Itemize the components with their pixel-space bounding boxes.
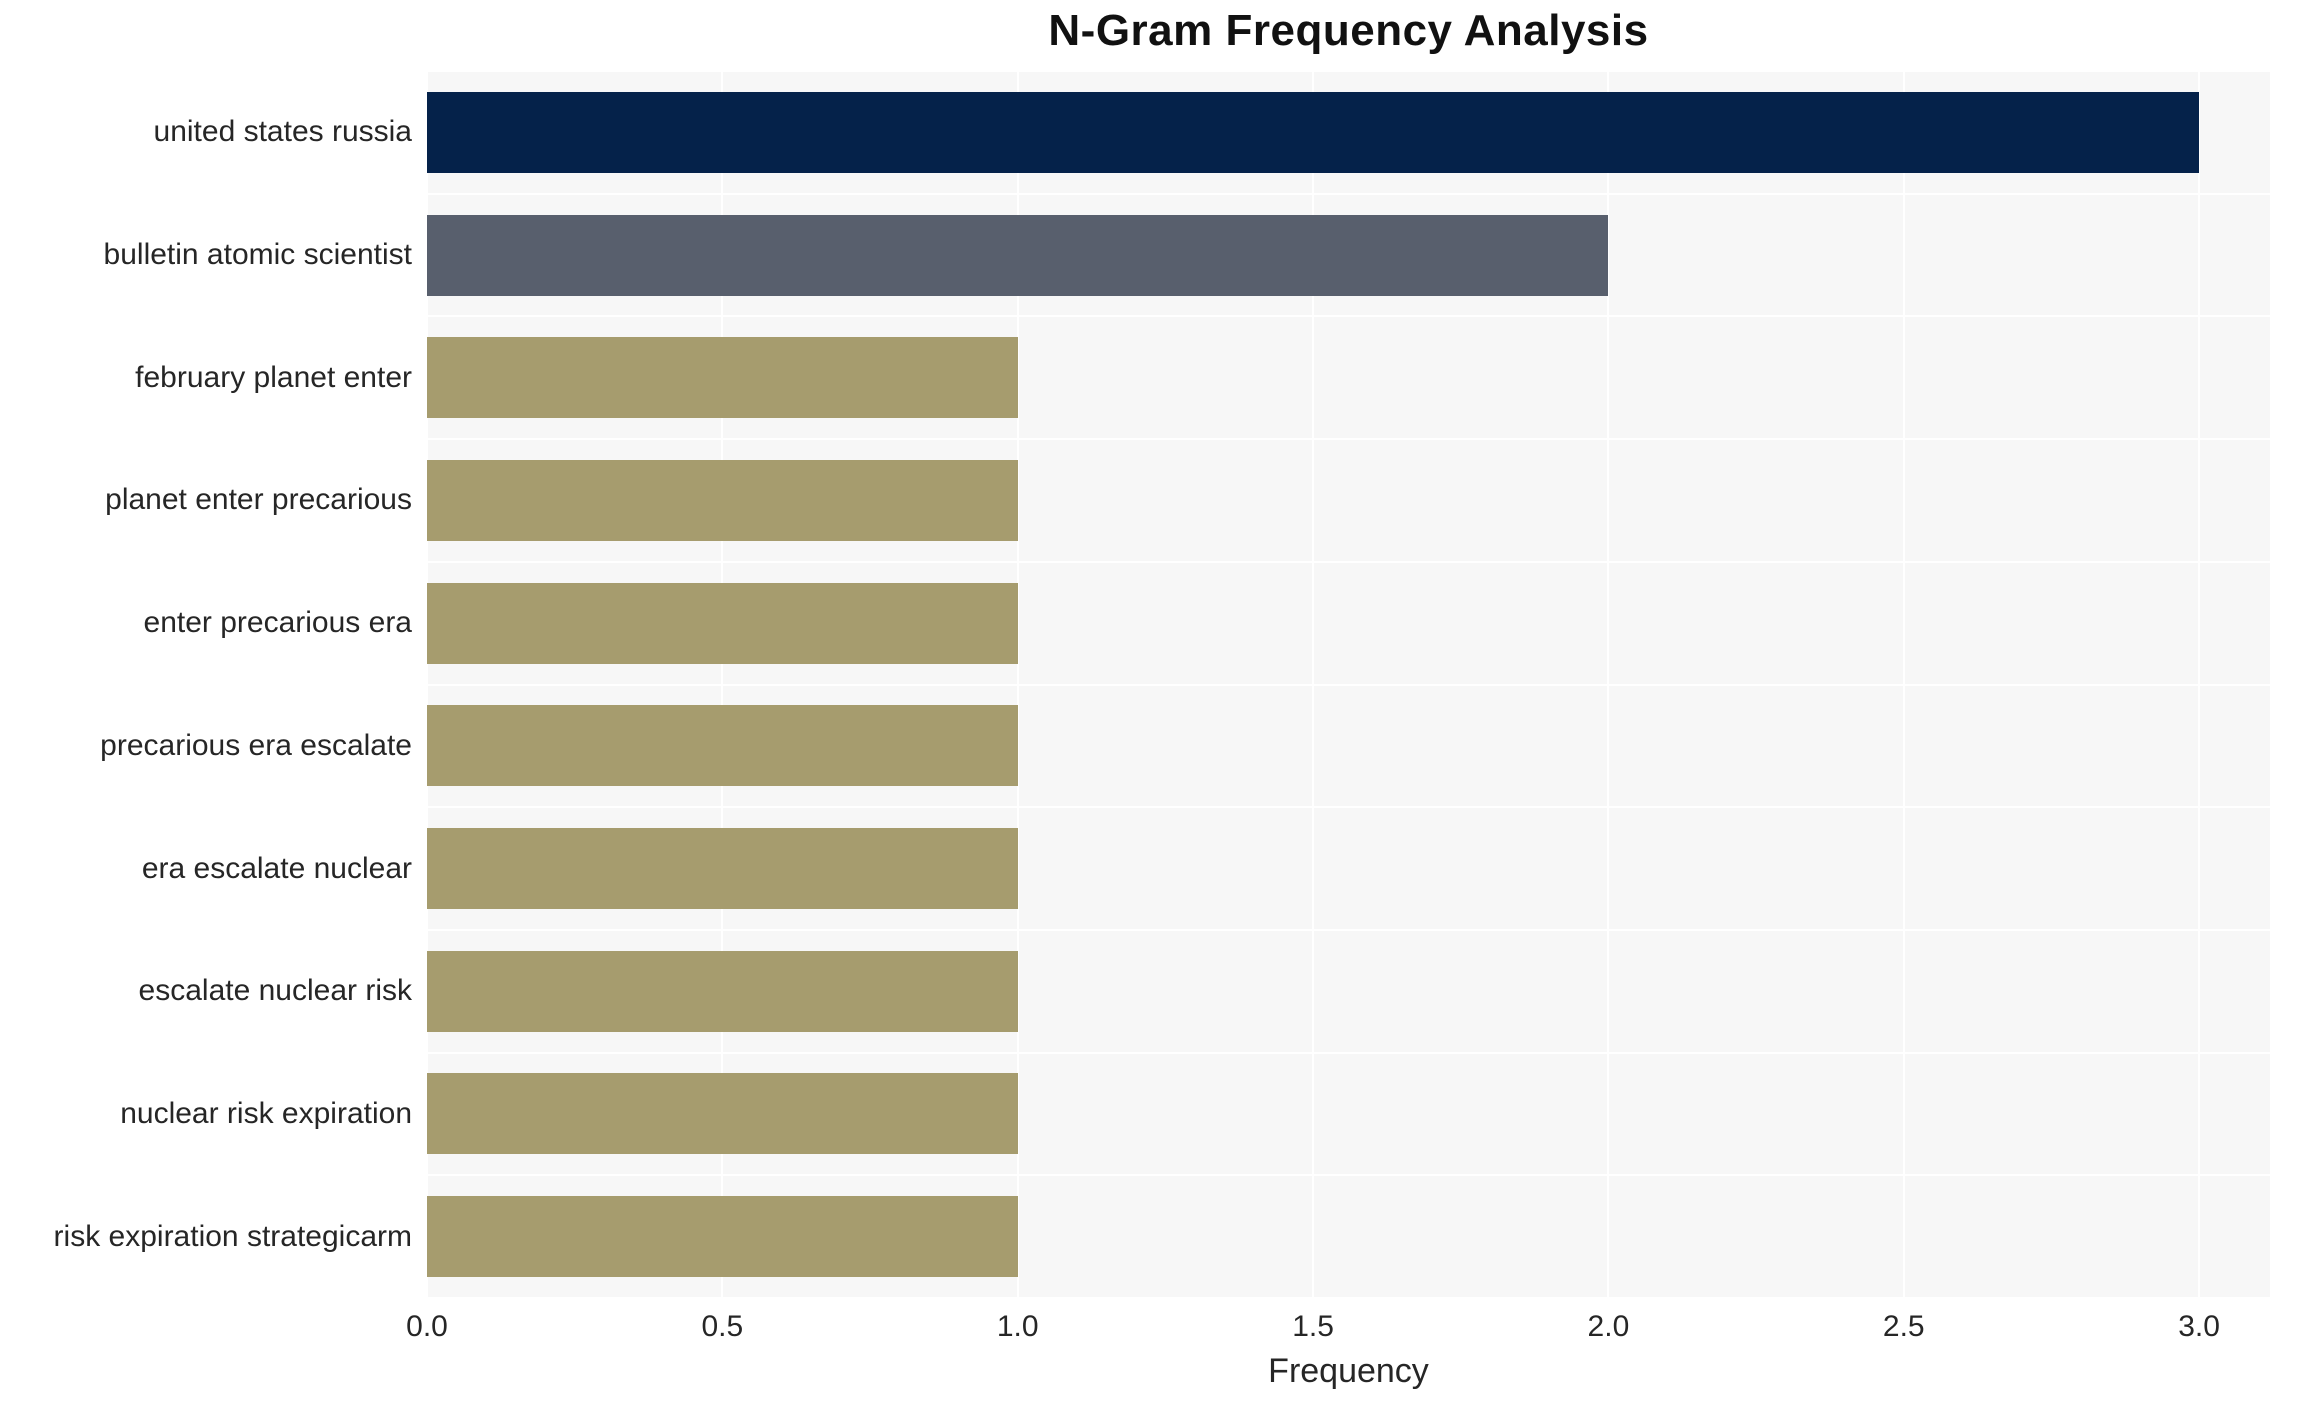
gridline-y [427, 806, 2270, 809]
gridline-y [427, 683, 2270, 686]
bar-february-planet-enter [427, 337, 1018, 418]
bar-planet-enter-precarious [427, 460, 1018, 541]
plot-area [426, 70, 2270, 1299]
y-tick-label: february planet enter [135, 361, 412, 394]
y-tick-label: risk expiration strategicarm [53, 1220, 412, 1253]
y-axis-category-labels: united states russia bulletin atomic scie… [0, 71, 412, 1298]
gridline-y [427, 70, 2270, 72]
gridline-y [427, 928, 2270, 931]
x-tick-label: 3.0 [2178, 1310, 2220, 1343]
bar-nuclear-risk-expiration [427, 1073, 1018, 1154]
x-tick-label: 0.0 [406, 1310, 448, 1343]
bar-era-escalate-nuclear [427, 828, 1018, 909]
gridline-y [427, 1297, 2270, 1299]
x-tick-label: 1.0 [996, 1310, 1039, 1343]
y-tick-label: enter precarious era [143, 606, 412, 639]
gridline-y [427, 560, 2270, 563]
x-tick-label: 1.5 [1292, 1310, 1334, 1343]
gridline-y [427, 1174, 2270, 1177]
gridline-y [427, 192, 2270, 195]
bar-precarious-era-escalate [427, 705, 1018, 786]
y-tick-label: nuclear risk expiration [120, 1097, 412, 1130]
gridline-y [427, 315, 2270, 318]
chart-title: N-Gram Frequency Analysis [1048, 6, 1649, 55]
x-tick-label: 2.5 [1882, 1310, 1925, 1343]
y-tick-label: escalate nuclear risk [138, 974, 412, 1007]
bar-united-states-russia [427, 92, 2200, 173]
gridline-y [427, 1051, 2270, 1054]
y-tick-label: planet enter precarious [105, 483, 412, 516]
x-tick-label: 0.5 [701, 1310, 744, 1343]
y-tick-label: era escalate nuclear [141, 852, 412, 885]
bar-escalate-nuclear-risk [427, 951, 1018, 1032]
bar-bulletin-atomic-scientist [427, 215, 1609, 296]
x-tick-label: 2.0 [1587, 1310, 1630, 1343]
bar-enter-precarious-era [427, 583, 1018, 664]
y-tick-label: bulletin atomic scientist [103, 238, 412, 271]
x-axis-label: Frequency [1268, 1352, 1429, 1390]
x-axis-tick-labels: 0.0 0.5 1.0 1.5 2.0 2.5 3.0 [406, 1310, 2270, 1352]
y-tick-label: precarious era escalate [100, 729, 412, 762]
bar-risk-expiration-strategicarm [427, 1196, 1018, 1277]
y-tick-label: united states russia [153, 115, 412, 148]
gridline-y [427, 438, 2270, 441]
